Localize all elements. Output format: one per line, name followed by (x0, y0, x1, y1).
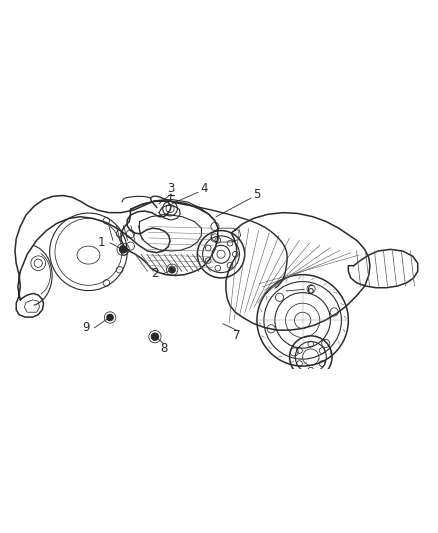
Text: 3: 3 (168, 182, 175, 196)
Circle shape (120, 246, 127, 253)
Text: 5: 5 (253, 188, 261, 201)
Text: 1: 1 (98, 236, 106, 249)
Text: 4: 4 (200, 182, 208, 196)
Text: 7: 7 (233, 328, 240, 342)
Circle shape (107, 314, 113, 321)
Text: 6: 6 (306, 285, 314, 297)
Text: 9: 9 (83, 321, 90, 334)
Text: 2: 2 (151, 268, 159, 280)
Text: 8: 8 (160, 342, 168, 356)
Circle shape (151, 333, 159, 341)
Circle shape (169, 266, 175, 273)
